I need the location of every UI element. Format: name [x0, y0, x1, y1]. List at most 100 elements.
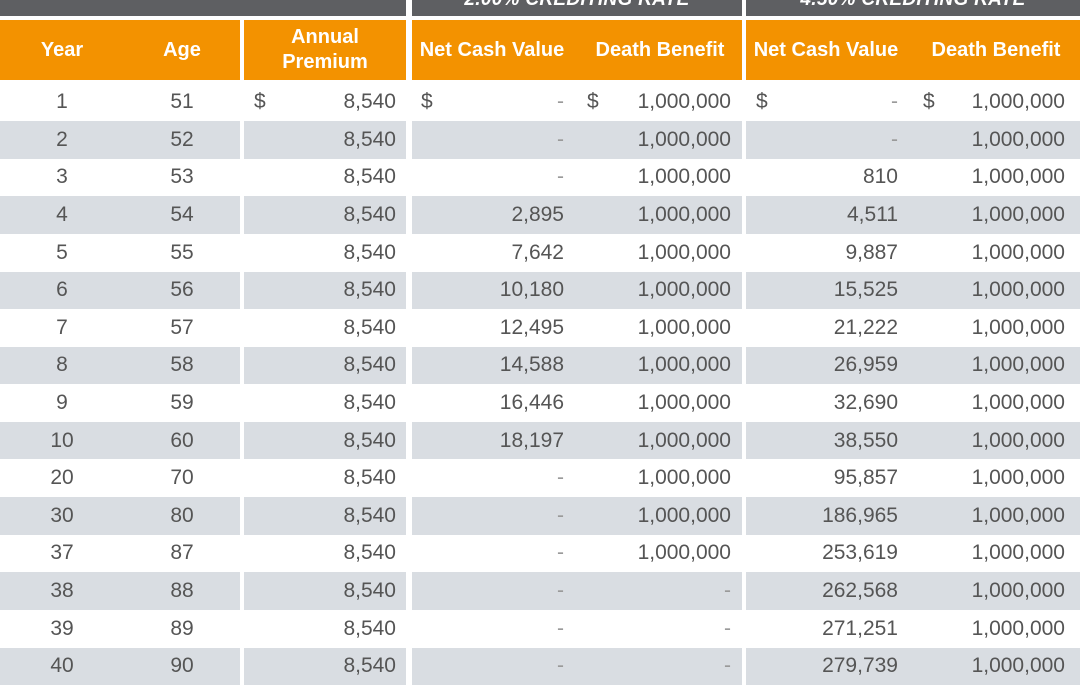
cell-rate2-net-cash-value: 15,525 [746, 272, 898, 310]
cell-year: 38 [0, 572, 124, 610]
cell-rate1-net-cash-value: 2,895 [412, 196, 564, 234]
cell-year: 10 [0, 422, 124, 460]
currency-symbol: $ [254, 84, 266, 122]
cell-premium: 8,540 [244, 309, 396, 347]
cell-rate1-death-benefit: 1,000,000 [578, 460, 731, 498]
cell-rate2-death-benefit: 1,000,000 [912, 648, 1065, 685]
cell-rate2-death-benefit: 1,000,000 [912, 121, 1065, 159]
cell-premium: 8,540 [244, 572, 396, 610]
cell-rate1-death-benefit: 1,000,000 [578, 234, 731, 272]
currency-symbol: $ [923, 84, 935, 122]
cell-age: 56 [124, 272, 240, 310]
cell-rate1-death-benefit: 1,000,000 [578, 535, 731, 573]
cell-rate2-death-benefit: 1,000,000 [912, 610, 1065, 648]
cell-rate1-death-benefit: 1,000,000 [578, 384, 731, 422]
cell-rate1-net-cash-value: 14,588 [412, 347, 564, 385]
cell-premium: 8,540 [244, 497, 396, 535]
cell-year: 2 [0, 121, 124, 159]
cell-age: 58 [124, 347, 240, 385]
cell-age: 88 [124, 572, 240, 610]
header-rate2-net-cash-value: Net Cash Value [746, 38, 906, 63]
cell-rate1-net-cash-value: - [412, 460, 564, 498]
cell-premium: 8,540 [244, 234, 396, 272]
cell-rate2-death-benefit: 1,000,000 [912, 422, 1065, 460]
cell-age: 57 [124, 309, 240, 347]
cell-rate2-net-cash-value: 38,550 [746, 422, 898, 460]
group-label-rate-1: 2.00% CREDITING RATE [412, 0, 742, 11]
cell-age: 55 [124, 234, 240, 272]
cell-rate2-net-cash-value: 21,222 [746, 309, 898, 347]
cell-rate1-death-benefit: 1,000,000 [578, 497, 731, 535]
cell-premium: 8,540 [244, 121, 396, 159]
group-bar-left [0, 0, 406, 16]
cell-premium: 8,540 [244, 196, 396, 234]
cell-year: 4 [0, 196, 124, 234]
cell-year: 20 [0, 460, 124, 498]
cell-rate1-death-benefit: 1,000,000 [578, 159, 731, 197]
cell-rate1-death-benefit: 1,000,000 [578, 309, 731, 347]
cell-premium: 8,540 [244, 535, 396, 573]
cell-rate2-death-benefit: 1,000,000 [912, 535, 1065, 573]
group-bar-rate-2: 4.50% CREDITING RATE [746, 0, 1080, 16]
cell-rate2-death-benefit: 1,000,000 [912, 384, 1065, 422]
cell-rate2-net-cash-value: 253,619 [746, 535, 898, 573]
cell-premium: 8,540 [244, 460, 396, 498]
currency-symbol: $ [756, 84, 768, 122]
group-bar-rate-1: 2.00% CREDITING RATE [412, 0, 742, 16]
cell-age: 52 [124, 121, 240, 159]
cell-year: 6 [0, 272, 124, 310]
header-rate1-columns: Net Cash Value Death Benefit [412, 20, 742, 80]
cell-rate1-net-cash-value: 7,642 [412, 234, 564, 272]
cell-rate1-death-benefit: - [578, 610, 731, 648]
cell-rate2-net-cash-value: 279,739 [746, 648, 898, 685]
cell-age: 89 [124, 610, 240, 648]
cell-rate1-death-benefit: 1,000,000 [578, 196, 731, 234]
cell-rate2-death-benefit: 1,000,000 [912, 497, 1065, 535]
cell-rate2-net-cash-value: 262,568 [746, 572, 898, 610]
cell-premium: 8,540 [244, 384, 396, 422]
cell-rate1-death-benefit: 1,000,000 [578, 422, 731, 460]
cell-premium: 8,540 [244, 422, 396, 460]
cell-rate1-net-cash-value: 16,446 [412, 384, 564, 422]
header-age: Age [124, 38, 240, 63]
cell-year: 8 [0, 347, 124, 385]
group-label-rate-2: 4.50% CREDITING RATE [746, 0, 1080, 11]
header-rate1-death-benefit: Death Benefit [578, 38, 742, 63]
header-rate1-net-cash-value: Net Cash Value [412, 38, 572, 63]
cell-rate1-net-cash-value: - [412, 497, 564, 535]
cell-rate2-net-cash-value: 271,251 [746, 610, 898, 648]
cell-rate2-death-benefit: 1,000,000 [912, 272, 1065, 310]
currency-symbol: $ [421, 84, 433, 122]
cell-age: 80 [124, 497, 240, 535]
cell-premium: 8,540 [244, 159, 396, 197]
cell-premium: 8,540 [244, 272, 396, 310]
cell-rate2-net-cash-value: 810 [746, 159, 898, 197]
cell-rate2-net-cash-value: - [746, 84, 898, 122]
cell-premium: 8,540 [244, 610, 396, 648]
cell-rate2-death-benefit: 1,000,000 [912, 460, 1065, 498]
cell-rate2-net-cash-value: 32,690 [746, 384, 898, 422]
header-year: Year [0, 38, 124, 63]
cell-rate1-net-cash-value: 12,495 [412, 309, 564, 347]
cell-age: 60 [124, 422, 240, 460]
header-year-age: Year Age [0, 20, 240, 80]
cell-rate1-death-benefit: 1,000,000 [578, 347, 731, 385]
cell-year: 1 [0, 84, 124, 122]
cell-rate2-net-cash-value: 4,511 [746, 196, 898, 234]
cell-age: 51 [124, 84, 240, 122]
cell-rate2-death-benefit: 1,000,000 [912, 572, 1065, 610]
cell-rate2-death-benefit: 1,000,000 [912, 309, 1065, 347]
cell-rate2-net-cash-value: 186,965 [746, 497, 898, 535]
currency-symbol: $ [587, 84, 599, 122]
cell-rate2-death-benefit: 1,000,000 [912, 234, 1065, 272]
